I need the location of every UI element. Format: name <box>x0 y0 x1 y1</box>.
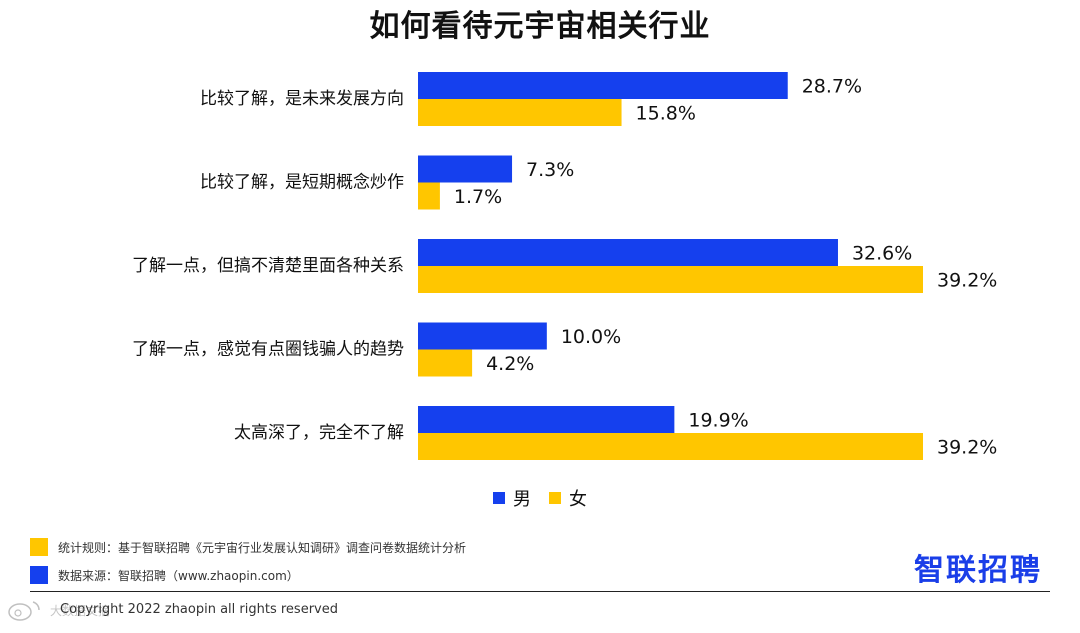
bar-male <box>418 322 547 350</box>
watermark-text: 大数据文摘 <box>50 604 111 618</box>
data-label: 15.8% <box>636 103 696 125</box>
data-label: 39.2% <box>937 437 997 459</box>
footnote-rule: 统计规则：基于智联招聘《元宇宙行业发展认知调研》调查问卷数据统计分析 <box>30 538 466 556</box>
data-label: 28.7% <box>802 76 862 98</box>
data-label: 32.6% <box>852 243 912 265</box>
data-label: 1.7% <box>454 186 502 208</box>
data-label: 19.9% <box>688 410 748 432</box>
category-label: 太高深了，完全不了解 <box>234 423 404 443</box>
category-label: 了解一点，但搞不清楚里面各种关系 <box>132 256 404 276</box>
data-label: 7.3% <box>526 159 574 181</box>
bar-male <box>418 72 788 99</box>
legend-label-male: 男 <box>513 489 531 510</box>
bar-female <box>418 349 473 377</box>
bar-female <box>418 99 622 126</box>
legend-item-female: 女 <box>549 485 587 511</box>
legend: 男 女 <box>0 485 1080 511</box>
footer-divider <box>30 591 1050 592</box>
bar-female <box>418 433 923 460</box>
chart-title: 如何看待元宇宙相关行业 <box>369 9 711 44</box>
footnote-rule-text: 统计规则：基于智联招聘《元宇宙行业发展认知调研》调查问卷数据统计分析 <box>58 540 467 555</box>
category-label: 了解一点，感觉有点圈钱骗人的趋势 <box>132 340 404 360</box>
copyright: Copyright 2022 zhaopin all rights reserv… <box>60 602 338 617</box>
footnote-source-marker <box>30 566 48 584</box>
watermark: 大数据文摘 <box>6 596 126 624</box>
category-label: 比较了解，是未来发展方向 <box>200 89 404 109</box>
legend-swatch-female <box>549 492 561 504</box>
bar-female <box>418 182 440 210</box>
brand-logo: 智联招聘 <box>914 553 1042 588</box>
footnote-rule-marker <box>30 538 48 556</box>
data-label: 10.0% <box>561 326 621 348</box>
category-label: 比较了解，是短期概念炒作 <box>200 172 404 193</box>
bar-male <box>418 155 513 183</box>
weibo-icon <box>8 601 40 621</box>
footnote-source: 数据来源：智联招聘（www.zhaopin.com） <box>30 566 299 584</box>
bar-female <box>418 266 923 293</box>
legend-label-female: 女 <box>569 489 587 510</box>
legend-swatch-male <box>493 492 505 504</box>
bar-male <box>418 406 675 433</box>
legend-item-male: 男 <box>493 485 531 511</box>
bar-male <box>418 239 838 266</box>
footnote-source-text: 数据来源：智联招聘（www.zhaopin.com） <box>58 568 299 583</box>
data-label: 39.2% <box>937 270 997 292</box>
data-label: 4.2% <box>486 353 534 375</box>
bar-chart: 比较了解，是未来发展方向 28.7% 15.8% 比较了解，是短期概念炒作 7.3% 1.… <box>132 72 997 460</box>
